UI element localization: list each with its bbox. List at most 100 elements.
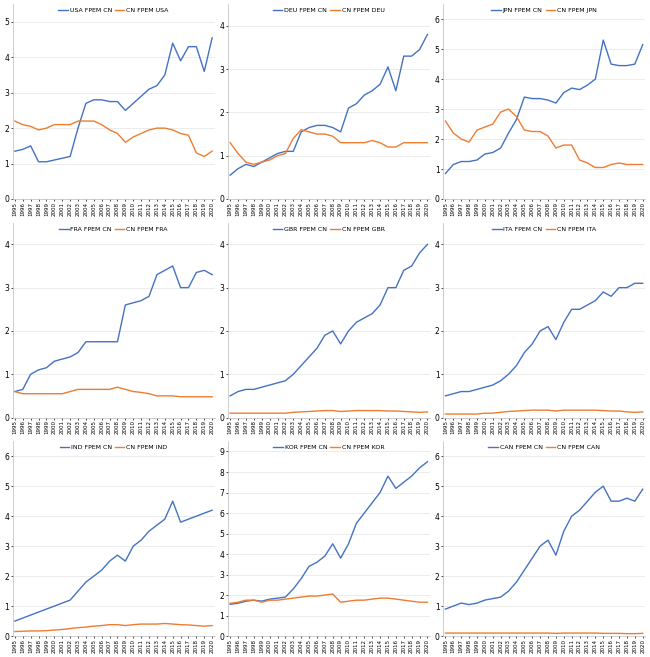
CN FPEM IND bbox=[74, 623, 82, 631]
GBR FPEM CN bbox=[266, 381, 274, 389]
USA FPEM CN bbox=[200, 68, 208, 76]
JPN FPEM CN bbox=[449, 160, 457, 168]
ITA FPEM CN bbox=[592, 297, 599, 305]
KOR FPEM CN bbox=[408, 472, 415, 480]
CN FPEM USA bbox=[200, 152, 208, 160]
CN FPEM DEU bbox=[321, 130, 329, 138]
JPN FPEM CN bbox=[465, 158, 473, 166]
CN FPEM FRA bbox=[137, 388, 145, 396]
CN FPEM KOR bbox=[297, 593, 305, 601]
USA FPEM CN bbox=[34, 158, 42, 166]
CN FPEM ITA bbox=[528, 406, 536, 414]
CN FPEM ITA bbox=[615, 407, 623, 415]
USA FPEM CN bbox=[19, 145, 27, 153]
ITA FPEM CN bbox=[465, 388, 473, 396]
KOR FPEM CN bbox=[266, 595, 274, 603]
CAN FPEM CN bbox=[592, 488, 599, 496]
KOR FPEM CN bbox=[329, 540, 337, 548]
CN FPEM DEU bbox=[329, 132, 337, 140]
ITA FPEM CN bbox=[552, 336, 560, 344]
FRA FPEM CN bbox=[74, 349, 82, 357]
CN FPEM IND bbox=[42, 627, 50, 635]
CN FPEM CAN bbox=[552, 629, 560, 637]
CN FPEM DEU bbox=[408, 139, 415, 147]
GBR FPEM CN bbox=[424, 240, 432, 248]
DEU FPEM CN bbox=[400, 52, 408, 60]
IND FPEM CN bbox=[34, 608, 42, 616]
USA FPEM CN bbox=[98, 96, 105, 104]
CN FPEM KOR bbox=[400, 596, 408, 604]
Line: GBR FPEM CN: GBR FPEM CN bbox=[230, 244, 428, 396]
CN FPEM GBR bbox=[360, 407, 368, 415]
FRA FPEM CN bbox=[161, 266, 169, 274]
CN FPEM ITA bbox=[513, 407, 521, 415]
KOR FPEM CN bbox=[305, 562, 313, 570]
FRA FPEM CN bbox=[66, 353, 74, 361]
Legend: JPN FPEM CN, CN FPEM JPN: JPN FPEM CN, CN FPEM JPN bbox=[491, 7, 597, 14]
CN FPEM GBR bbox=[266, 409, 274, 417]
DEU FPEM CN bbox=[408, 52, 415, 60]
CN FPEM GBR bbox=[242, 409, 250, 417]
KOR FPEM CN bbox=[360, 509, 368, 517]
CN FPEM IND bbox=[98, 622, 105, 629]
JPN FPEM CN bbox=[560, 89, 567, 97]
CN FPEM ITA bbox=[584, 406, 592, 414]
DEU FPEM CN bbox=[266, 154, 274, 162]
GBR FPEM CN bbox=[258, 383, 266, 391]
CN FPEM USA bbox=[51, 121, 58, 129]
CN FPEM IND bbox=[153, 620, 161, 628]
CN FPEM IND bbox=[208, 622, 216, 629]
FRA FPEM CN bbox=[200, 266, 208, 274]
GBR FPEM CN bbox=[400, 266, 408, 274]
CN FPEM GBR bbox=[289, 409, 297, 417]
CN FPEM JPN bbox=[473, 126, 481, 134]
CAN FPEM CN bbox=[544, 536, 552, 544]
CN FPEM KOR bbox=[289, 594, 297, 602]
CN FPEM DEU bbox=[424, 139, 432, 147]
JPN FPEM CN bbox=[497, 144, 504, 152]
DEU FPEM CN bbox=[360, 91, 368, 99]
CN FPEM CAN bbox=[528, 629, 536, 637]
Line: CN FPEM IND: CN FPEM IND bbox=[15, 623, 212, 631]
FRA FPEM CN bbox=[106, 338, 114, 346]
DEU FPEM CN bbox=[274, 150, 281, 158]
USA FPEM CN bbox=[161, 71, 169, 79]
KOR FPEM CN bbox=[258, 597, 266, 605]
ITA FPEM CN bbox=[639, 279, 647, 287]
CN FPEM ITA bbox=[504, 407, 512, 415]
KOR FPEM CN bbox=[400, 478, 408, 486]
CN FPEM ITA bbox=[560, 406, 567, 414]
CN FPEM JPN bbox=[623, 160, 630, 168]
CN FPEM FRA bbox=[82, 386, 90, 394]
KOR FPEM CN bbox=[415, 464, 423, 472]
KOR FPEM CN bbox=[234, 599, 242, 607]
DEU FPEM CN bbox=[258, 158, 266, 166]
FRA FPEM CN bbox=[58, 355, 66, 363]
CN FPEM USA bbox=[106, 126, 114, 134]
Legend: IND FPEM CN, CN FPEM IND: IND FPEM CN, CN FPEM IND bbox=[59, 444, 168, 451]
CN FPEM ITA bbox=[631, 409, 639, 417]
CAN FPEM CN bbox=[528, 555, 536, 562]
CN FPEM USA bbox=[90, 117, 97, 125]
ITA FPEM CN bbox=[576, 306, 584, 313]
CAN FPEM CN bbox=[536, 542, 544, 550]
CN FPEM ITA bbox=[521, 407, 528, 415]
USA FPEM CN bbox=[42, 158, 50, 166]
CN FPEM KOR bbox=[376, 594, 384, 602]
CN FPEM KOR bbox=[392, 595, 400, 603]
FRA FPEM CN bbox=[90, 338, 97, 346]
CN FPEM GBR bbox=[281, 409, 289, 417]
IND FPEM CN bbox=[177, 518, 185, 526]
DEU FPEM CN bbox=[242, 160, 250, 168]
KOR FPEM CN bbox=[424, 458, 432, 466]
CN FPEM IND bbox=[90, 622, 97, 630]
GBR FPEM CN bbox=[384, 284, 392, 292]
KOR FPEM CN bbox=[337, 555, 344, 562]
CN FPEM JPN bbox=[639, 160, 647, 168]
Legend: KOR FPEM CN, CN FPEM KOR: KOR FPEM CN, CN FPEM KOR bbox=[273, 444, 385, 451]
GBR FPEM CN bbox=[329, 327, 337, 335]
ITA FPEM CN bbox=[521, 349, 528, 357]
CN FPEM FRA bbox=[200, 393, 208, 401]
KOR FPEM CN bbox=[376, 489, 384, 497]
CN FPEM DEU bbox=[313, 130, 321, 138]
